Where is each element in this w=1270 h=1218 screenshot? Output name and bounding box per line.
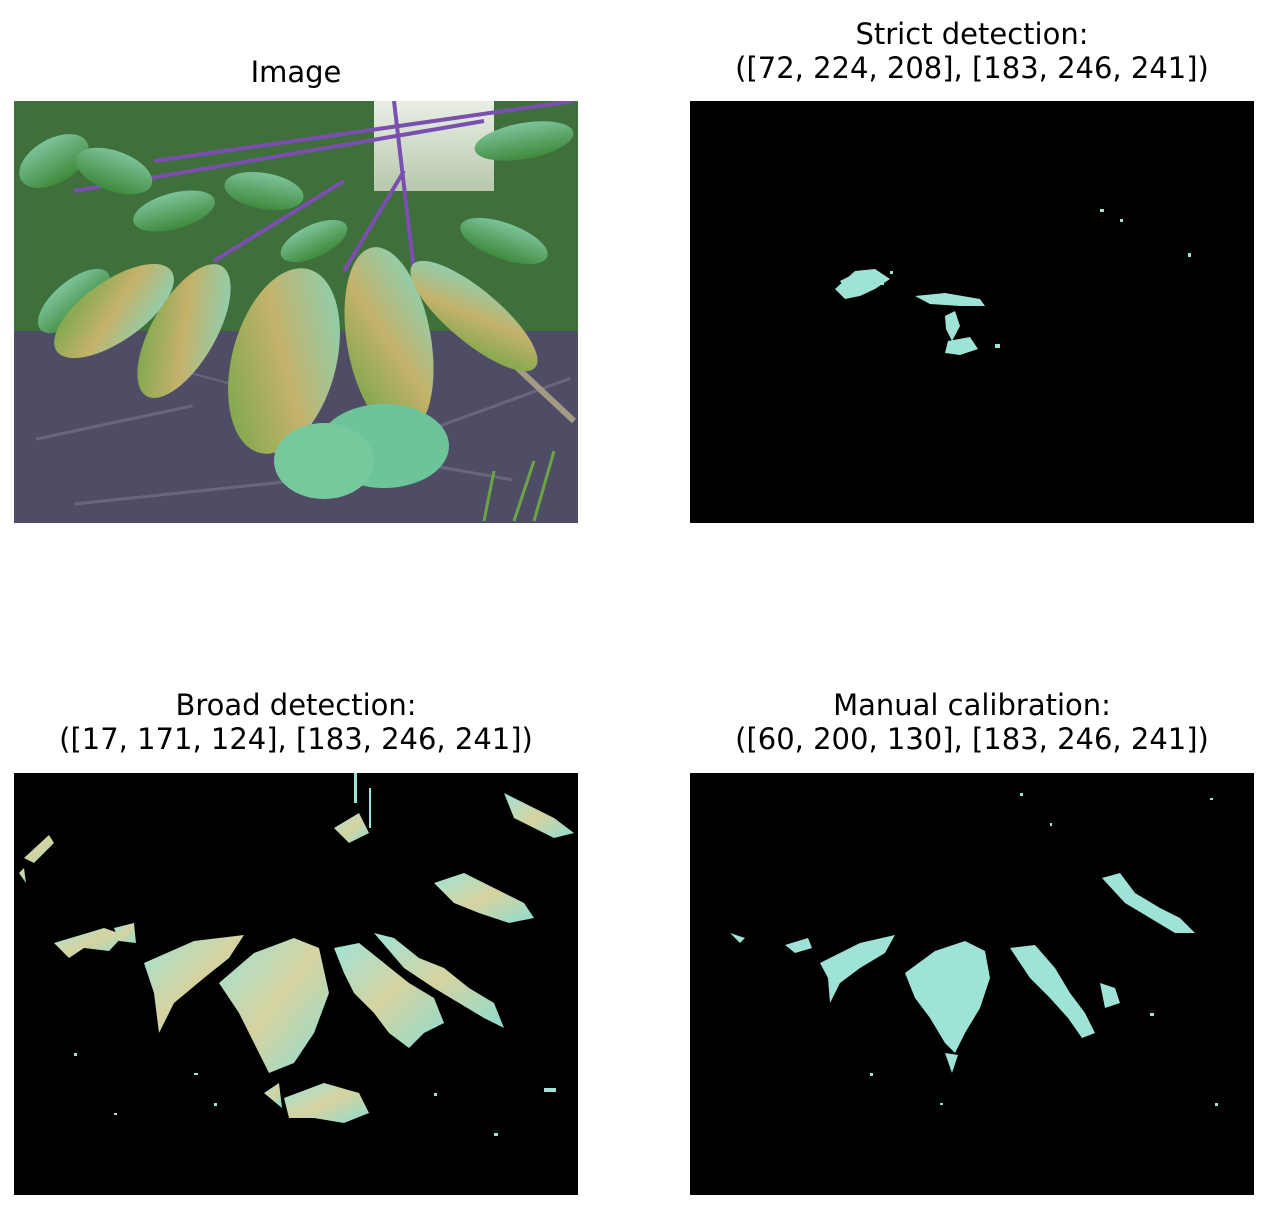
panel-title-line1: Broad detection: bbox=[175, 688, 417, 722]
panel-title-line2: ([17, 171, 124], [183, 246, 241]) bbox=[59, 722, 533, 756]
strict-detection-mask bbox=[690, 101, 1254, 523]
original-photo-drawing bbox=[14, 101, 578, 523]
strict-mask-drawing bbox=[690, 101, 1254, 523]
panel-title-manual-calibration: Manual calibration: ([60, 200, 130], [18… bbox=[690, 688, 1254, 756]
panel-title-line1: Strict detection: bbox=[855, 17, 1089, 51]
panel-title-broad-detection: Broad detection: ([17, 171, 124], [183, … bbox=[14, 688, 578, 756]
broad-detection-mask bbox=[14, 773, 578, 1195]
panel-title-line1: Manual calibration: bbox=[833, 688, 1111, 722]
panel-title-line1: Image bbox=[250, 55, 342, 89]
panel-title-strict-detection: Strict detection: ([72, 224, 208], [183,… bbox=[690, 17, 1254, 85]
panel-title-line2: ([60, 200, 130], [183, 246, 241]) bbox=[735, 722, 1209, 756]
broad-mask-drawing bbox=[14, 773, 578, 1195]
manual-mask-drawing bbox=[690, 773, 1254, 1195]
panel-title-image: Image bbox=[14, 55, 578, 89]
original-leaf-photo bbox=[14, 101, 578, 523]
manual-calibration-mask bbox=[690, 773, 1254, 1195]
panel-title-line2: ([72, 224, 208], [183, 246, 241]) bbox=[735, 51, 1209, 85]
